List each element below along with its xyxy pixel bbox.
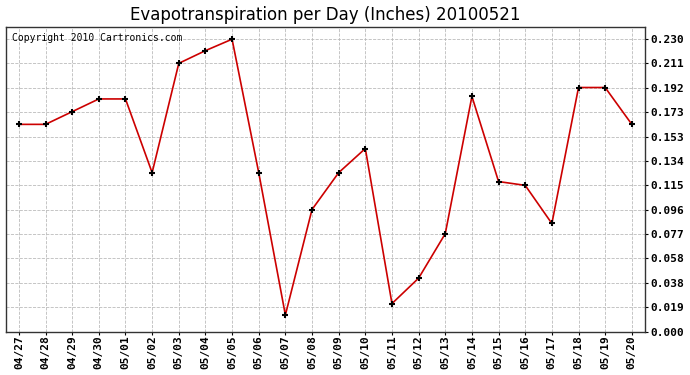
Title: Evapotranspiration per Day (Inches) 20100521: Evapotranspiration per Day (Inches) 2010…: [130, 6, 520, 24]
Text: Copyright 2010 Cartronics.com: Copyright 2010 Cartronics.com: [12, 33, 182, 43]
